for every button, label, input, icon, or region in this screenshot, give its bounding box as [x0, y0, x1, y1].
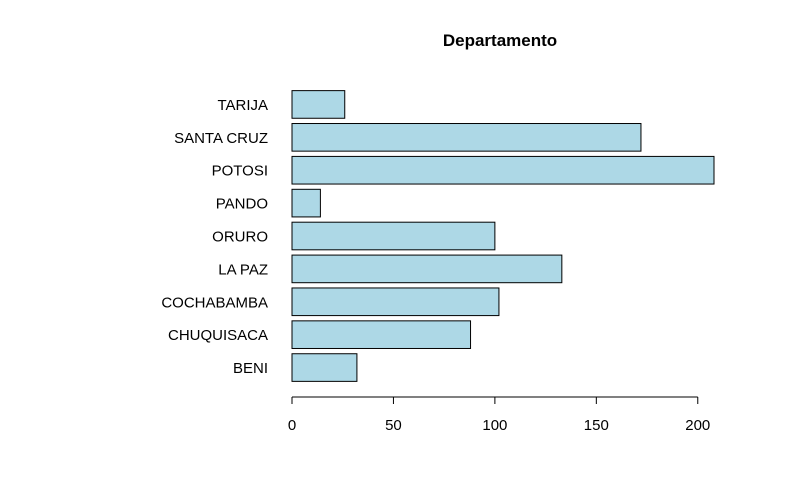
chart-title: Departamento [443, 31, 557, 50]
bar-pando [291, 188, 321, 218]
category-label-la-paz: LA PAZ [218, 261, 268, 278]
category-label-beni: BENI [233, 360, 268, 377]
x-tick-label-200: 200 [685, 417, 710, 434]
category-label-tarija: TARIJA [217, 97, 268, 114]
category-label-chuquisaca: CHUQUISACA [168, 327, 268, 344]
bar-chuquisaca [291, 320, 472, 349]
category-label-potosi: POTOSI [212, 163, 268, 180]
bars-layer [291, 90, 715, 382]
category-labels: BENI CHUQUISACA COCHABAMBA LA PAZ ORURO PANDO… [161, 97, 268, 377]
category-label-cochabamba: COCHABAMBA [161, 294, 268, 311]
x-tick-label-100: 100 [482, 417, 507, 434]
bar-potosi [291, 155, 715, 185]
category-label-oruro: ORURO [212, 229, 268, 246]
x-axis: 0 50 100 150 200 [288, 396, 710, 434]
category-label-santa-cruz: SANTA CRUZ [174, 130, 268, 147]
bar-santa-cruz [291, 123, 642, 152]
x-tick-label-50: 50 [385, 417, 402, 434]
x-tick-label-150: 150 [584, 417, 609, 434]
x-tick-label-0: 0 [288, 417, 296, 434]
bar-oruro [291, 221, 496, 251]
category-label-pando: PANDO [216, 196, 268, 213]
bar-beni [291, 353, 358, 382]
bar-tarija [291, 90, 346, 119]
bar-cochabamba [291, 287, 500, 317]
bar-la-paz [291, 254, 563, 284]
